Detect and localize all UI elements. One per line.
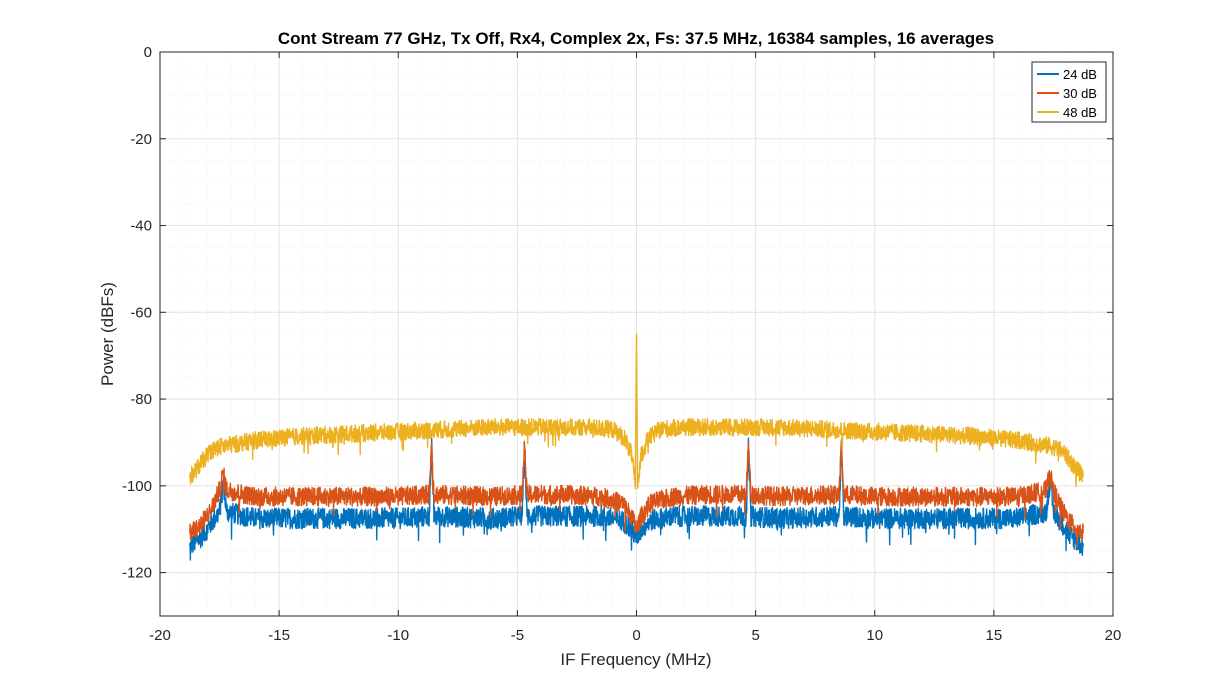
y-tick-label: -80: [130, 391, 152, 408]
minor-grid: [160, 52, 1113, 616]
x-axis-ticks: -20 -15 -10 -5 0 5 10 15 20: [149, 52, 1121, 644]
legend-label: 48 dB: [1063, 105, 1097, 120]
x-tick-label: 20: [1105, 627, 1122, 644]
y-axis-label: Power (dBFs): [98, 282, 117, 386]
series-group: [189, 333, 1084, 561]
y-tick-label: -100: [122, 478, 152, 495]
x-tick-label: 10: [866, 627, 883, 644]
x-tick-label: 0: [632, 627, 640, 644]
series-line-48-dB: [189, 333, 1084, 490]
chart-title: Cont Stream 77 GHz, Tx Off, Rx4, Complex…: [278, 29, 994, 48]
x-tick-label: -15: [268, 627, 290, 644]
legend-items: 24 dB 30 dB 48 dB: [1037, 67, 1097, 120]
y-tick-label: -60: [130, 304, 152, 321]
legend-label: 30 dB: [1063, 86, 1097, 101]
x-axis-label: IF Frequency (MHz): [560, 650, 711, 669]
y-axis-ticks: 0 -20 -40 -60 -80 -100 -120: [122, 44, 1113, 582]
y-tick-label: -120: [122, 565, 152, 582]
legend: 24 dB 30 dB 48 dB: [1031, 61, 1107, 123]
series-line-24-dB: [189, 437, 1084, 561]
legend-label: 24 dB: [1063, 67, 1097, 82]
y-tick-label: 0: [144, 44, 152, 61]
series-line-30-dB: [189, 437, 1084, 548]
y-tick-label: -40: [130, 218, 152, 235]
x-tick-label: -5: [511, 627, 524, 644]
x-tick-label: 15: [986, 627, 1003, 644]
x-tick-label: -20: [149, 627, 171, 644]
y-tick-label: -20: [130, 131, 152, 148]
x-tick-label: -10: [387, 627, 409, 644]
x-tick-label: 5: [751, 627, 759, 644]
